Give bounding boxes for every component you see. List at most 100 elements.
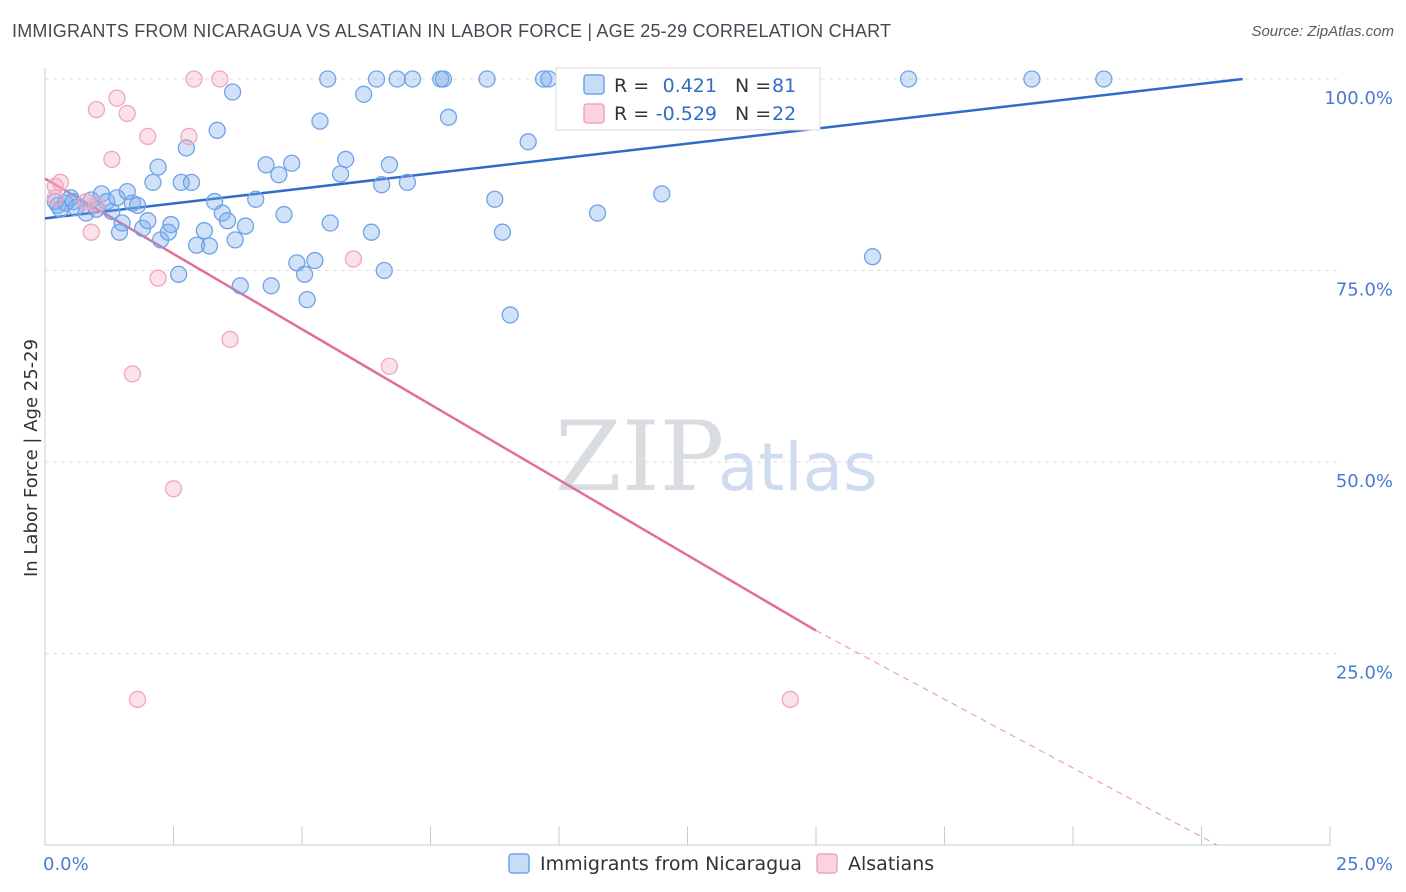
nicaragua-point: [486, 190, 504, 208]
nicaragua-point: [588, 204, 607, 222]
alsatian-point: [103, 150, 121, 169]
nicaragua-point: [439, 108, 458, 126]
legend-r-value-1: 0.421: [663, 75, 717, 97]
nicaragua-point: [493, 223, 512, 241]
nicaragua-point: [540, 70, 558, 88]
y-tick-label: 25.0%: [1336, 663, 1393, 684]
nicaragua-point: [355, 85, 373, 103]
nicaragua-point: [375, 261, 393, 280]
alsatian-point: [149, 269, 167, 287]
y-axis-label: In Labor Force | Age 25-29: [21, 339, 42, 577]
alsatian-point: [108, 89, 126, 107]
nicaragua-point: [257, 156, 275, 174]
nicaragua-point: [319, 70, 337, 88]
nicaragua-point: [218, 212, 237, 230]
correlation-legend: R = 0.421 N = 81 R = -0.529 N = 22: [555, 67, 821, 131]
nicaragua-point: [195, 222, 213, 240]
y-tick-labels: 100.0% 75.0% 50.0% 25.0%: [1324, 88, 1393, 684]
nicaragua-point: [519, 133, 537, 151]
nicaragua-point: [262, 277, 280, 295]
legend-r-value-2: -0.529: [656, 103, 717, 125]
alsatian-point: [185, 70, 203, 88]
nicaragua-point: [1095, 70, 1113, 88]
nicaragua-point: [362, 223, 381, 241]
nicaragua-point: [67, 199, 85, 217]
nicaragua-point: [337, 150, 355, 169]
series-legend-swatch-nicaragua: [508, 853, 530, 874]
nicaragua-point: [367, 70, 386, 88]
alsatian-trend-extension: [815, 629, 1218, 846]
nicaragua-point: [208, 121, 226, 139]
series-legend-swatch-alsatians: [816, 853, 838, 874]
nicaragua-point: [247, 190, 265, 208]
nicaragua-point: [270, 166, 288, 184]
alsatian-point: [51, 173, 70, 192]
chart-title: IMMIGRANTS FROM NICARAGUA VS ALSATIAN IN…: [12, 21, 892, 41]
x-tick-labels: 0.0% 25.0%: [43, 854, 1393, 875]
alsatian-point: [123, 365, 142, 383]
nicaragua-point: [231, 277, 249, 295]
alsatian-trend-line: [44, 177, 817, 632]
nicaragua-point: [162, 215, 180, 234]
nicaragua-point: [139, 212, 157, 230]
alsatian-point: [139, 127, 157, 146]
watermark-atlas: atlas: [718, 429, 878, 506]
alsatian-point: [87, 196, 106, 215]
data-points: [46, 70, 1113, 709]
y-tick-label: 100.0%: [1324, 88, 1393, 109]
alsatian-point: [164, 480, 183, 498]
nicaragua-point: [398, 173, 417, 192]
nicaragua-point: [306, 251, 324, 270]
nicaragua-point: [331, 165, 350, 183]
x-tick-label-max: 25.0%: [1336, 854, 1393, 875]
alsatian-point: [211, 70, 229, 88]
legend-swatch-blue: [583, 74, 605, 95]
nicaragua-point: [863, 248, 882, 266]
nicaragua-trend-line: [44, 77, 1243, 220]
x-tick-label-min: 0.0%: [43, 854, 89, 875]
alsatian-point: [46, 189, 64, 207]
nicaragua-point: [144, 173, 162, 192]
series-legend-label-nicaragua: Immigrants from Nicaragua: [540, 853, 802, 875]
y-tick-label: 75.0%: [1336, 280, 1393, 301]
nicaragua-point: [149, 158, 167, 176]
nicaragua-point: [113, 214, 131, 232]
watermark-zip: ZIP: [555, 401, 724, 513]
nicaragua-point: [298, 290, 316, 309]
nicaragua-point: [311, 112, 329, 130]
nicaragua-point: [295, 265, 314, 283]
nicaragua-point: [223, 83, 242, 101]
nicaragua-point: [236, 217, 255, 235]
alsatian-point: [77, 192, 95, 211]
legend-n-value-1: 81: [772, 75, 796, 97]
nicaragua-point: [373, 176, 391, 194]
legend-n-label-2: N =: [735, 103, 771, 125]
alsatian-point: [221, 330, 239, 349]
nicaragua-point: [98, 192, 116, 211]
source-label: Source: ZipAtlas.com: [1251, 23, 1394, 40]
nicaragua-point: [501, 306, 519, 324]
nicaragua-point: [226, 231, 244, 249]
legend-r-label-1: R =: [614, 75, 649, 97]
nicaragua-point: [403, 70, 422, 88]
nicaragua-point: [434, 70, 453, 88]
nicaragua-point: [200, 237, 219, 255]
nicaragua-point: [534, 70, 553, 88]
nicaragua-point: [108, 189, 126, 207]
nicaragua-point: [169, 265, 188, 283]
nicaragua-point: [321, 214, 339, 232]
y-tick-label: 50.0%: [1336, 471, 1393, 492]
legend-r-label-2: R =: [614, 103, 649, 125]
alsatian-point: [118, 104, 136, 123]
nicaragua-point: [275, 205, 293, 224]
nicaragua-point: [187, 236, 206, 254]
alsatian-point: [180, 127, 198, 146]
grid: [45, 78, 1340, 654]
nicaragua-point: [182, 173, 201, 192]
alsatian-point: [128, 690, 147, 709]
nicaragua-point: [380, 156, 399, 174]
alsatian-point: [380, 357, 399, 375]
alsatian-point: [87, 100, 106, 119]
nicaragua-point: [478, 70, 496, 88]
